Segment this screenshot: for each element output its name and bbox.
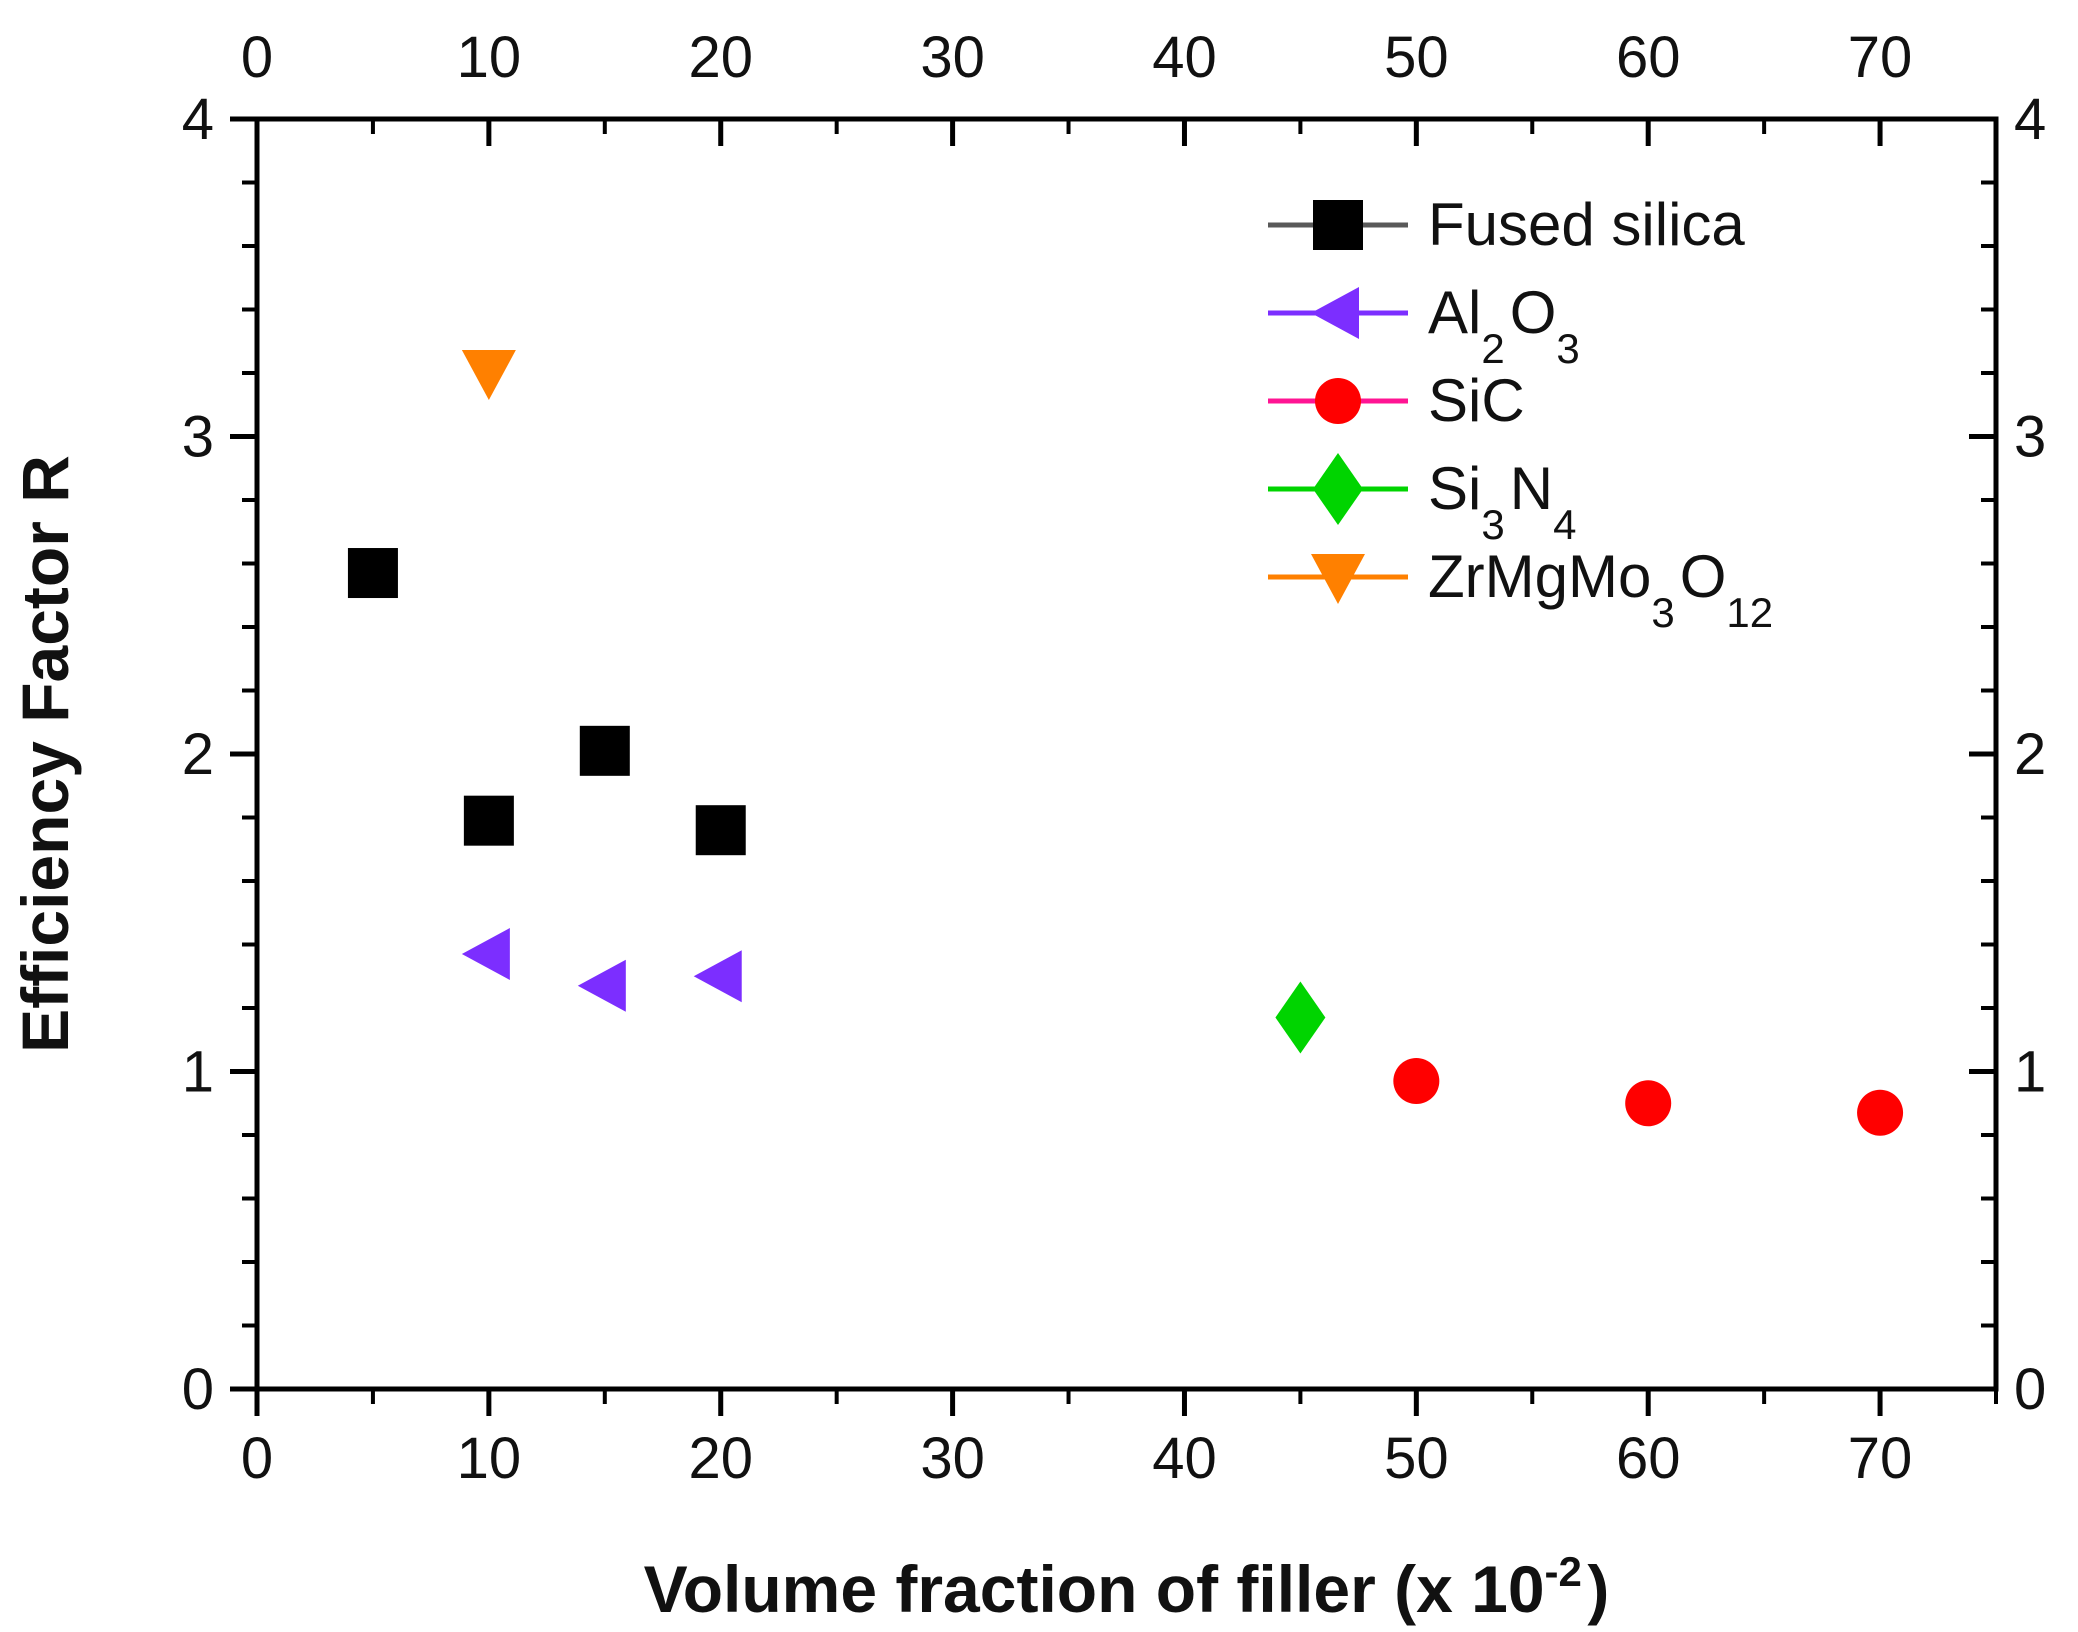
data-point-sic xyxy=(1393,1058,1440,1105)
legend-marker-sic xyxy=(1315,378,1361,424)
x-tick-label-top: 40 xyxy=(1152,25,1217,90)
label-part: N xyxy=(1510,455,1553,522)
y-axis-title: Efficiency Factor R xyxy=(8,455,82,1053)
y-tick-label-right: 4 xyxy=(2014,87,2046,152)
y-tick-label-left: 0 xyxy=(182,1357,214,1422)
x-tick-label-bottom: 40 xyxy=(1152,1426,1217,1491)
legend-label-al2o3: Al2 O3 xyxy=(1428,279,1585,372)
legend-marker-si3n4 xyxy=(1313,453,1363,525)
x-tick-label-top: 30 xyxy=(920,25,985,90)
data-point-al2o3 xyxy=(577,959,626,1012)
legend-entry-sic: SiC xyxy=(1268,367,1525,434)
legend-entry-zrmgmo3o12: ZrMgMo3 O12 xyxy=(1268,543,1778,636)
data-point-fused-silica xyxy=(347,548,398,599)
y-tick-label-left: 3 xyxy=(182,405,214,470)
label-part: 2 xyxy=(1481,325,1504,372)
y-tick-label-left: 4 xyxy=(182,87,214,152)
data-point-sic xyxy=(1857,1089,1904,1136)
x-tick-label-top: 20 xyxy=(688,25,753,90)
y-tick-label-left: 1 xyxy=(182,1040,214,1105)
legend-entry-si3n4: Si3 N4 xyxy=(1268,453,1581,548)
legend-marker-fused-silica xyxy=(1313,200,1363,250)
x-tick-label-top: 70 xyxy=(1848,25,1913,90)
data-point-al2o3 xyxy=(693,950,742,1003)
series-al2o3 xyxy=(461,928,742,1012)
label-part: Fused silica xyxy=(1428,191,1745,258)
legend-marker-zrmgmo3o12 xyxy=(1311,554,1365,604)
x-tick-label-bottom: 0 xyxy=(241,1426,273,1491)
x-tick-label-bottom: 50 xyxy=(1384,1426,1449,1491)
label-part: -2 xyxy=(1545,1548,1582,1595)
x-axis-title: Volume fraction of filler (x 10-2 ) xyxy=(644,1548,1610,1626)
label-part: O xyxy=(1680,543,1727,610)
legend-label-fused-silica: Fused silica xyxy=(1428,191,1745,258)
x-tick-label-top: 60 xyxy=(1616,25,1681,90)
series-sic xyxy=(1393,1058,1904,1136)
label-part: 4 xyxy=(1553,501,1576,548)
data-point-al2o3 xyxy=(461,928,510,981)
label-part: Al xyxy=(1428,279,1481,346)
y-tick-label-left: 2 xyxy=(182,722,214,787)
legend-entry-fused-silica: Fused silica xyxy=(1268,191,1745,258)
x-tick-label-bottom: 10 xyxy=(457,1426,522,1491)
data-point-fused-silica xyxy=(579,725,630,776)
x-tick-label-bottom: 70 xyxy=(1848,1426,1913,1491)
label-part: Volume fraction of filler (x 10 xyxy=(644,1552,1545,1626)
x-tick-label-top: 0 xyxy=(241,25,273,90)
label-part: 3 xyxy=(1556,325,1579,372)
label-part: ZrMgMo xyxy=(1428,543,1651,610)
series-zrmgmo3o12 xyxy=(461,350,516,400)
label-part: 3 xyxy=(1481,501,1504,548)
legend-label-zrmgmo3o12: ZrMgMo3 O12 xyxy=(1428,543,1778,636)
label-part: Si xyxy=(1428,455,1481,522)
legend-entry-al2o3: Al2 O3 xyxy=(1268,279,1585,372)
x-tick-label-bottom: 60 xyxy=(1616,1426,1681,1491)
y-tick-label-right: 1 xyxy=(2014,1040,2046,1105)
series-si3n4 xyxy=(1275,981,1326,1054)
plot-frame xyxy=(254,116,1999,1392)
label-part: SiC xyxy=(1428,367,1525,434)
label-part: ) xyxy=(1587,1552,1609,1626)
data-point-si3n4 xyxy=(1275,981,1326,1054)
y-tick-label-right: 2 xyxy=(2014,722,2046,787)
y-tick-label-right: 0 xyxy=(2014,1357,2046,1422)
data-point-fused-silica xyxy=(695,805,746,856)
label-part: 3 xyxy=(1651,589,1674,636)
x-tick-label-bottom: 30 xyxy=(920,1426,985,1491)
x-tick-label-top: 10 xyxy=(457,25,522,90)
data-point-fused-silica xyxy=(463,795,514,846)
data-point-zrmgmo3o12 xyxy=(461,350,516,400)
legend-marker-al2o3 xyxy=(1311,287,1359,339)
x-tick-label-top: 50 xyxy=(1384,25,1449,90)
legend-label-si3n4: Si3 N4 xyxy=(1428,455,1581,548)
data-point-sic xyxy=(1625,1080,1672,1127)
label-part: O xyxy=(1510,279,1557,346)
y-tick-label-right: 3 xyxy=(2014,405,2046,470)
legend-label-sic: SiC xyxy=(1428,367,1525,434)
series-fused-silica xyxy=(347,548,746,856)
label-part: 12 xyxy=(1726,589,1773,636)
x-tick-label-bottom: 20 xyxy=(688,1426,753,1491)
